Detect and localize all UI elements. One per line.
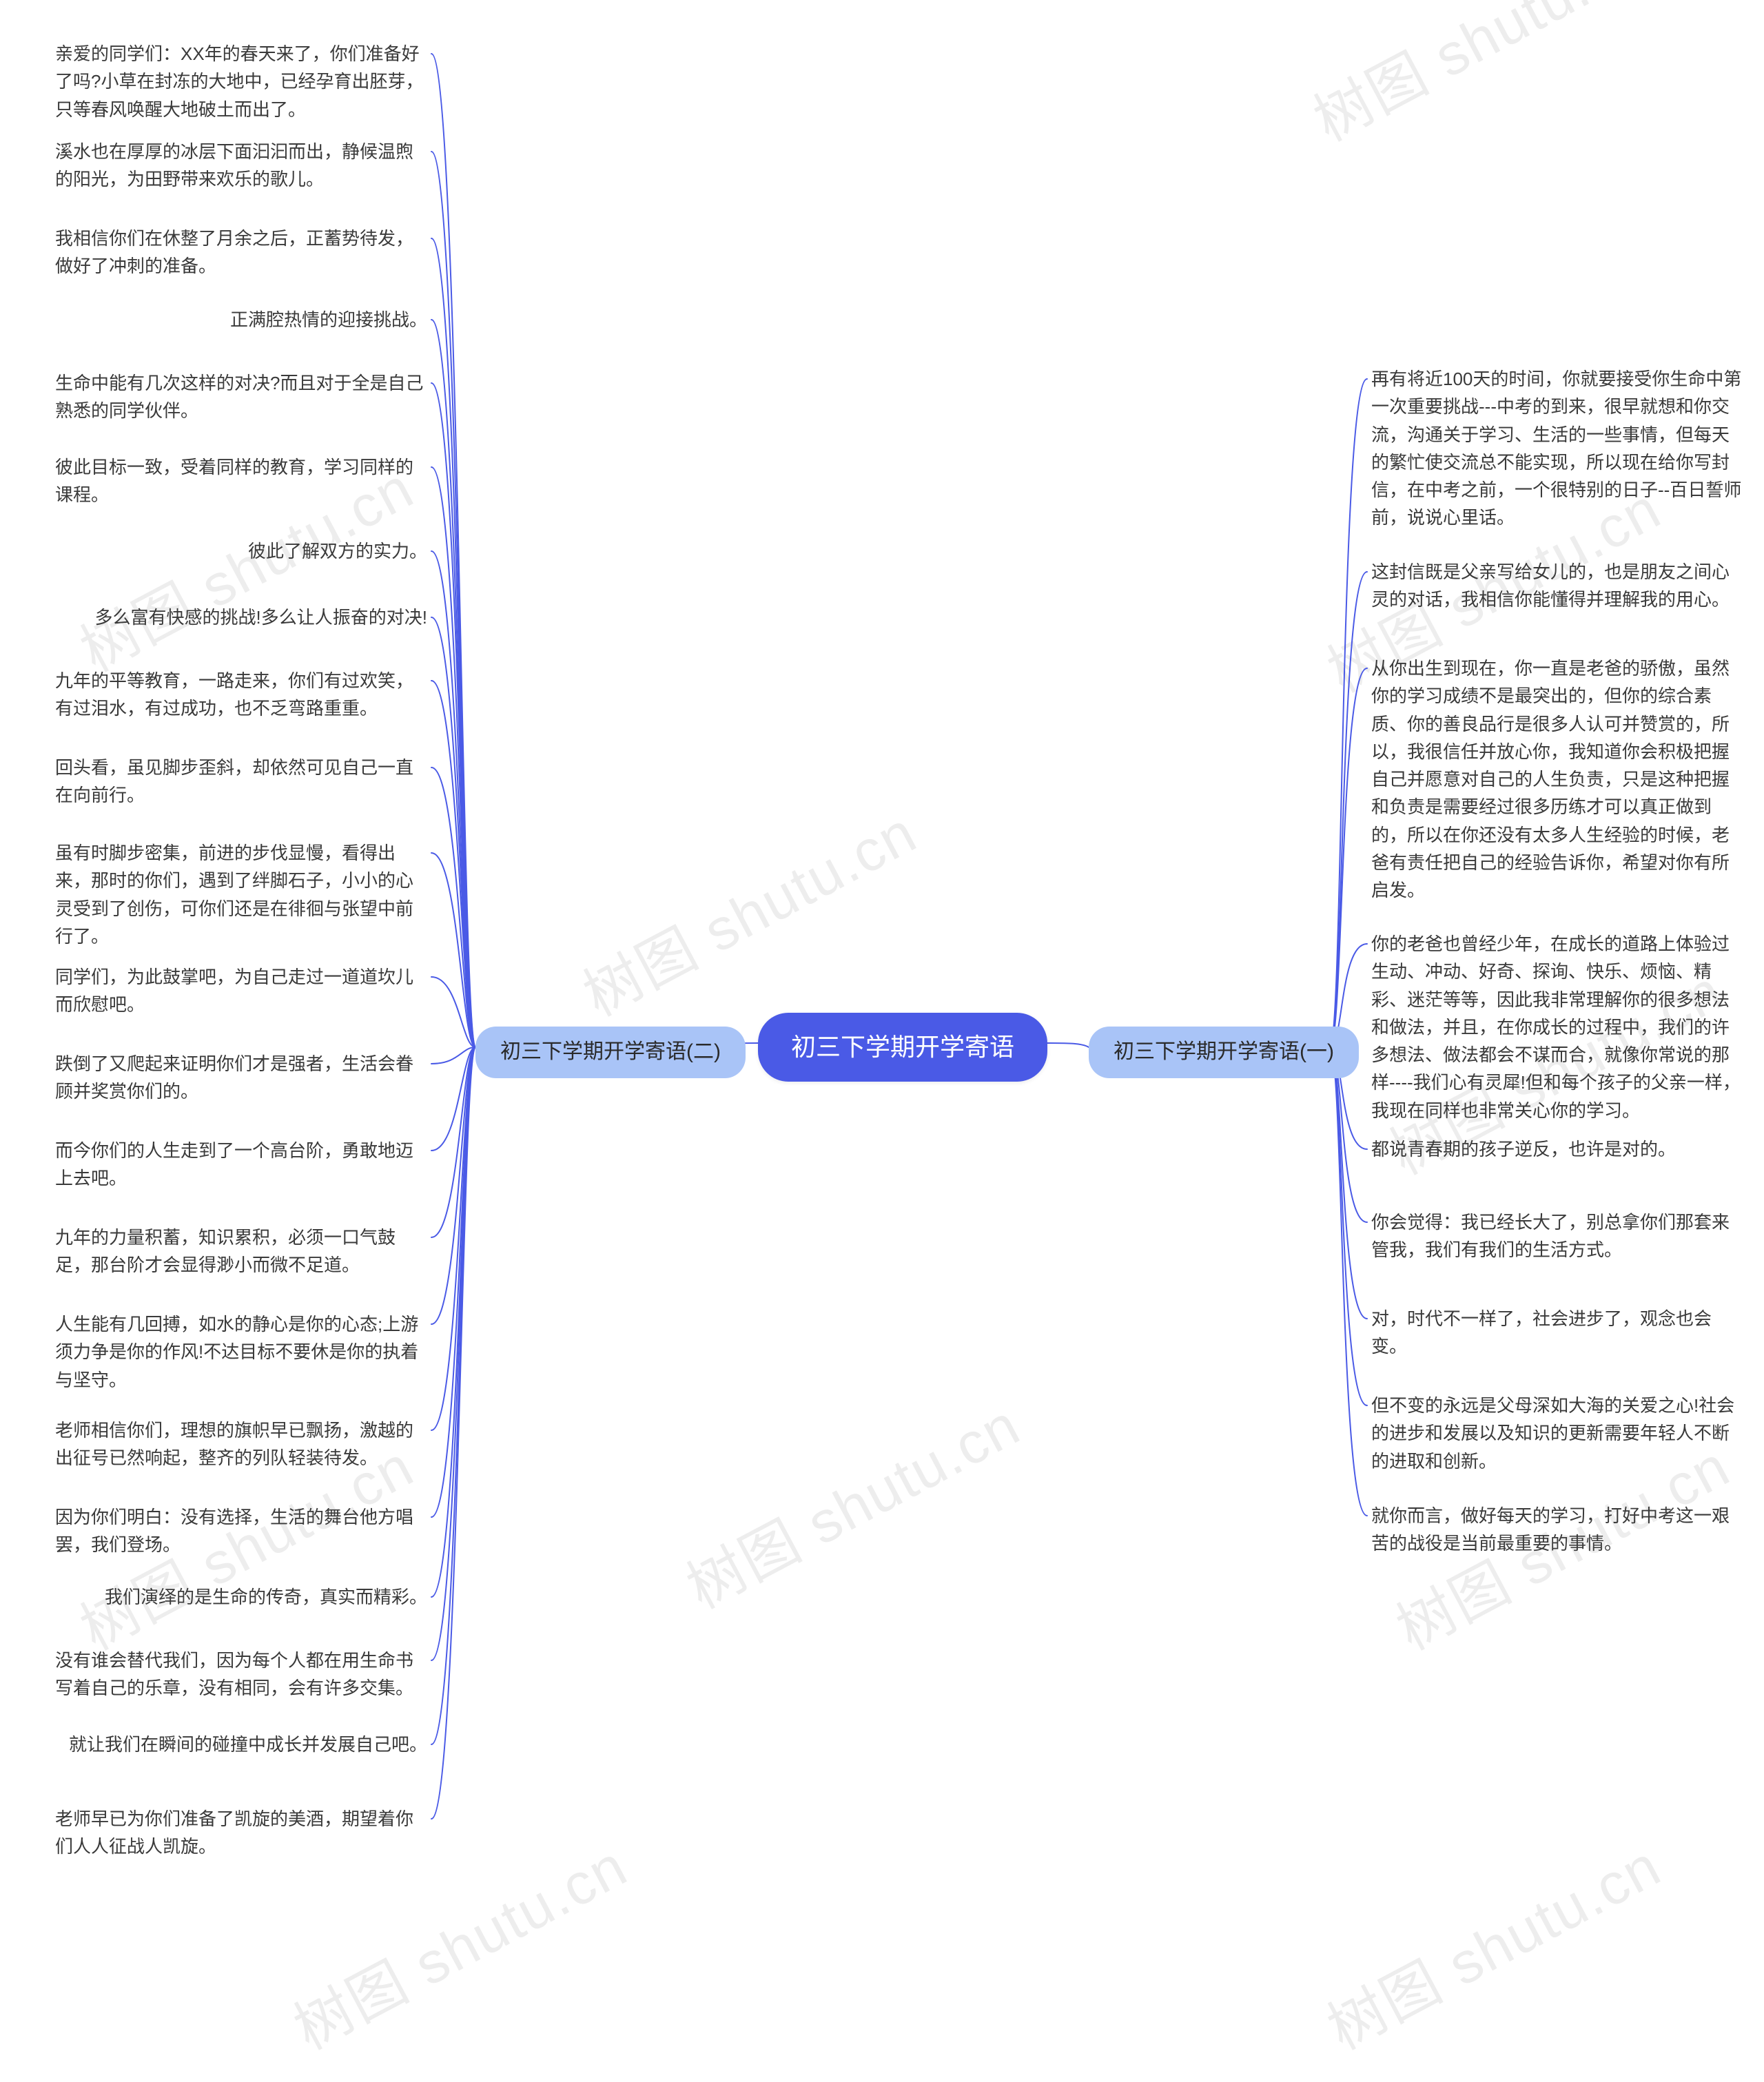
leaf-left-6: 彼此了解双方的实力。 [248,537,427,565]
leaf-left-4: 生命中能有几次这样的对决?而且对于全是自己熟悉的同学伙伴。 [55,369,427,425]
leaf-left-3: 正满腔热情的迎接挑战。 [230,306,427,333]
leaf-left-18: 我们演绎的是生命的传奇，真实而精彩。 [105,1583,427,1611]
leaf-left-12: 跌倒了又爬起来证明你们才是强者，生活会眷顾并奖赏你们的。 [55,1050,427,1106]
leaf-right-4: 都说青春期的孩子逆反，也许是对的。 [1371,1135,1676,1163]
branch-left: 初三下学期开学寄语(二) [475,1027,746,1078]
leaf-right-6: 对，时代不一样了，社会进步了，观念也会变。 [1371,1305,1743,1361]
leaf-right-5: 你会觉得：我已经长大了，别总拿你们那套来管我，我们有我们的生活方式。 [1371,1208,1743,1264]
leaf-left-21: 老师早已为你们准备了凯旋的美酒，期望着你们人人征战人凯旋。 [55,1805,427,1861]
watermark: 树图 shutu.cn [670,1379,1033,1625]
mindmap-root: 初三下学期开学寄语 [758,1013,1047,1082]
leaf-left-0: 亲爱的同学们：XX年的春天来了，你们准备好了吗?小草在封冻的大地中，已经孕育出胚… [55,40,427,123]
leaf-right-7: 但不变的永远是父母深如大海的关爱之心!社会的进步和发展以及知识的更新需要年轻人不… [1371,1392,1743,1475]
leaf-left-15: 人生能有几回搏，如水的静心是你的心态;上游须力争是你的作风!不达目标不要休是你的… [55,1310,427,1394]
leaf-left-14: 九年的力量积蓄，知识累积，必须一口气鼓足，那台阶才会显得渺小而微不足道。 [55,1224,427,1279]
branch-right: 初三下学期开学寄语(一) [1089,1027,1359,1078]
leaf-left-11: 同学们，为此鼓掌吧，为自己走过一道道坎儿而欣慰吧。 [55,963,427,1019]
leaf-right-1: 这封信既是父亲写给女儿的，也是朋友之间心灵的对话，我相信你能懂得并理解我的用心。 [1371,558,1743,614]
leaf-right-3: 你的老爸也曾经少年，在成长的道路上体验过生动、冲动、好奇、探询、快乐、烦恼、精彩… [1371,930,1743,1124]
leaf-right-2: 从你出生到现在，你一直是老爸的骄傲，虽然你的学习成绩不是最突出的，但你的综合素质… [1371,655,1743,905]
leaf-left-20: 就让我们在瞬间的碰撞中成长并发展自己吧。 [69,1731,427,1758]
leaf-left-7: 多么富有快感的挑战!多么让人振奋的对决! [95,604,427,631]
leaf-left-5: 彼此目标一致，受着同样的教育，学习同样的课程。 [55,453,427,509]
leaf-left-19: 没有谁会替代我们，因为每个人都在用生命书写着自己的乐章，没有相同，会有许多交集。 [55,1647,427,1702]
watermark: 树图 shutu.cn [1311,1820,1674,2065]
leaf-left-9: 回头看，虽见脚步歪斜，却依然可见自己一直在向前行。 [55,754,427,810]
leaf-left-1: 溪水也在厚厚的冰层下面汩汩而出，静候温煦的阳光，为田野带来欢乐的歌儿。 [55,138,427,194]
leaf-left-16: 老师相信你们，理想的旗帜早已飘扬，激越的出征号已然响起，整齐的列队轻装待发。 [55,1416,427,1472]
leaf-left-8: 九年的平等教育，一路走来，你们有过欢笑，有过泪水，有过成功，也不乏弯路重重。 [55,667,427,723]
leaf-left-13: 而今你们的人生走到了一个高台阶，勇敢地迈上去吧。 [55,1137,427,1193]
leaf-left-10: 虽有时脚步密集，前进的步伐显慢，看得出来，那时的你们，遇到了绊脚石子，小小的心灵… [55,839,427,950]
leaf-left-2: 我相信你们在休整了月余之后，正蓄势待发，做好了冲刺的准备。 [55,225,427,280]
watermark: 树图 shutu.cn [567,787,930,1032]
leaf-right-0: 再有将近100天的时间，你就要接受你生命中第一次重要挑战---中考的到来，很早就… [1371,365,1743,532]
leaf-left-17: 因为你们明白：没有选择，生活的舞台他方唱罢，我们登场。 [55,1503,427,1559]
watermark: 树图 shutu.cn [1298,0,1660,158]
leaf-right-8: 就你而言，做好每天的学习，打好中考这一艰苦的战役是当前最重要的事情。 [1371,1502,1743,1558]
